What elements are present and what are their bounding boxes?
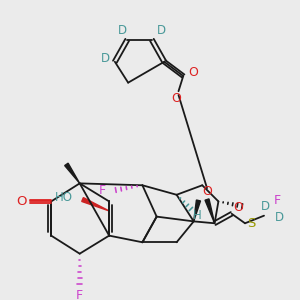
Text: O: O bbox=[233, 201, 243, 214]
Text: O: O bbox=[16, 195, 27, 208]
Text: O: O bbox=[172, 92, 182, 105]
Text: S: S bbox=[248, 217, 256, 230]
Text: HO: HO bbox=[55, 191, 73, 204]
Text: D: D bbox=[101, 52, 110, 65]
Text: O: O bbox=[188, 66, 198, 79]
Text: H: H bbox=[193, 209, 202, 222]
Polygon shape bbox=[205, 199, 214, 223]
Polygon shape bbox=[194, 200, 200, 221]
Text: O: O bbox=[202, 185, 212, 198]
Text: F: F bbox=[76, 289, 83, 300]
Text: D: D bbox=[261, 200, 271, 213]
Text: D: D bbox=[118, 24, 127, 37]
Polygon shape bbox=[65, 163, 80, 183]
Text: D: D bbox=[275, 211, 284, 224]
Polygon shape bbox=[82, 198, 109, 211]
Text: F: F bbox=[99, 184, 106, 197]
Text: F: F bbox=[274, 194, 281, 207]
Text: D: D bbox=[157, 24, 166, 37]
